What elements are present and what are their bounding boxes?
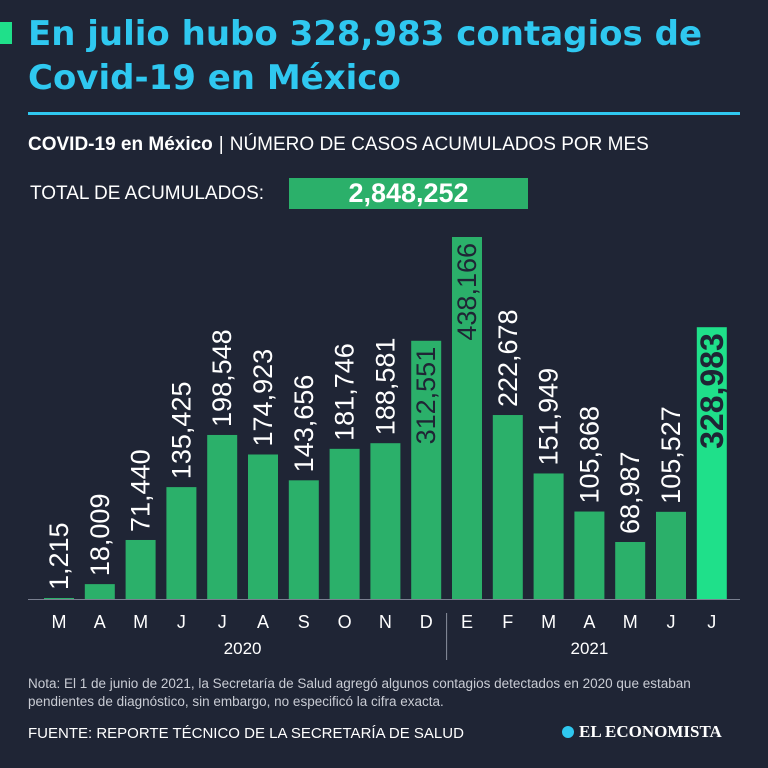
chart-subtitle: COVID-19 en México | NÚMERO DE CASOS ACUMU… — [28, 134, 649, 156]
month-label: S — [298, 612, 310, 632]
year-label: 2021 — [570, 639, 608, 658]
bar — [84, 584, 115, 599]
value-label: 105,527 — [656, 406, 686, 504]
subtitle-bold: COVID-19 en México — [28, 134, 213, 155]
month-label: O — [338, 612, 352, 632]
bar — [248, 454, 278, 599]
value-label: 174,923 — [248, 349, 278, 447]
bar — [411, 340, 442, 599]
headline: En julio hubo 328,983 contagios de Covid… — [28, 14, 703, 98]
value-label: 151,949 — [534, 368, 564, 466]
logo-text: EL ECONOMISTA — [579, 722, 722, 741]
month-label: A — [94, 612, 106, 632]
value-label: 105,868 — [574, 406, 604, 504]
value-label: 143,656 — [289, 375, 319, 473]
note: Nota: El 1 de junio de 2021, la Secretar… — [28, 676, 691, 709]
month-label: N — [379, 612, 392, 632]
value-label: 1,215 — [44, 522, 74, 590]
bar — [615, 542, 646, 599]
month-label: A — [257, 612, 269, 632]
bar — [533, 473, 564, 599]
month-label: A — [583, 612, 595, 632]
month-label: M — [133, 612, 148, 632]
month-label: J — [177, 612, 186, 632]
month-label: J — [218, 612, 227, 632]
month-label: M — [52, 612, 67, 632]
value-label: 312,551 — [411, 347, 441, 445]
bar — [44, 597, 74, 599]
month-label: M — [541, 612, 556, 632]
month-label: J — [707, 612, 716, 632]
bar — [329, 448, 360, 599]
logo: EL ECONOMISTA — [562, 722, 722, 742]
source: FUENTE: REPORTE TÉCNICO DE LA SECRETARÍA… — [28, 725, 464, 742]
bar — [696, 327, 727, 599]
value-label: 198,548 — [207, 329, 237, 427]
value-label: 68,987 — [615, 451, 645, 534]
value-label: 135,425 — [166, 382, 196, 480]
bar — [125, 539, 156, 599]
month-label: D — [420, 612, 433, 632]
value-label: 71,440 — [126, 449, 156, 532]
bar — [166, 487, 197, 599]
month-label: M — [623, 612, 638, 632]
subtitle-separator: | — [218, 134, 224, 155]
value-label: 222,678 — [493, 309, 523, 407]
bar — [492, 415, 523, 599]
month-label: J — [667, 612, 676, 632]
title-rule — [28, 112, 740, 115]
bar — [656, 511, 686, 599]
value-label: 438,166 — [452, 243, 482, 341]
month-label: F — [502, 612, 513, 632]
value-label: 328,983 — [694, 333, 730, 449]
bar — [452, 237, 482, 599]
value-label: 188,581 — [370, 338, 400, 436]
logo-icon — [562, 726, 574, 738]
accent-bar — [0, 22, 12, 44]
subtitle-rest: NÚMERO DE CASOS ACUMULADOS POR MES — [229, 134, 649, 155]
value-label: 181,746 — [330, 343, 360, 441]
bar — [207, 434, 238, 599]
bar — [574, 511, 605, 599]
value-label: 18,009 — [85, 494, 115, 577]
bar — [288, 480, 319, 599]
bar — [370, 443, 401, 599]
year-label: 2020 — [224, 639, 262, 658]
total-value: 2,848,252 — [289, 178, 528, 209]
total-label: TOTAL DE ACUMULADOS: — [30, 183, 265, 204]
month-label: E — [461, 612, 473, 632]
